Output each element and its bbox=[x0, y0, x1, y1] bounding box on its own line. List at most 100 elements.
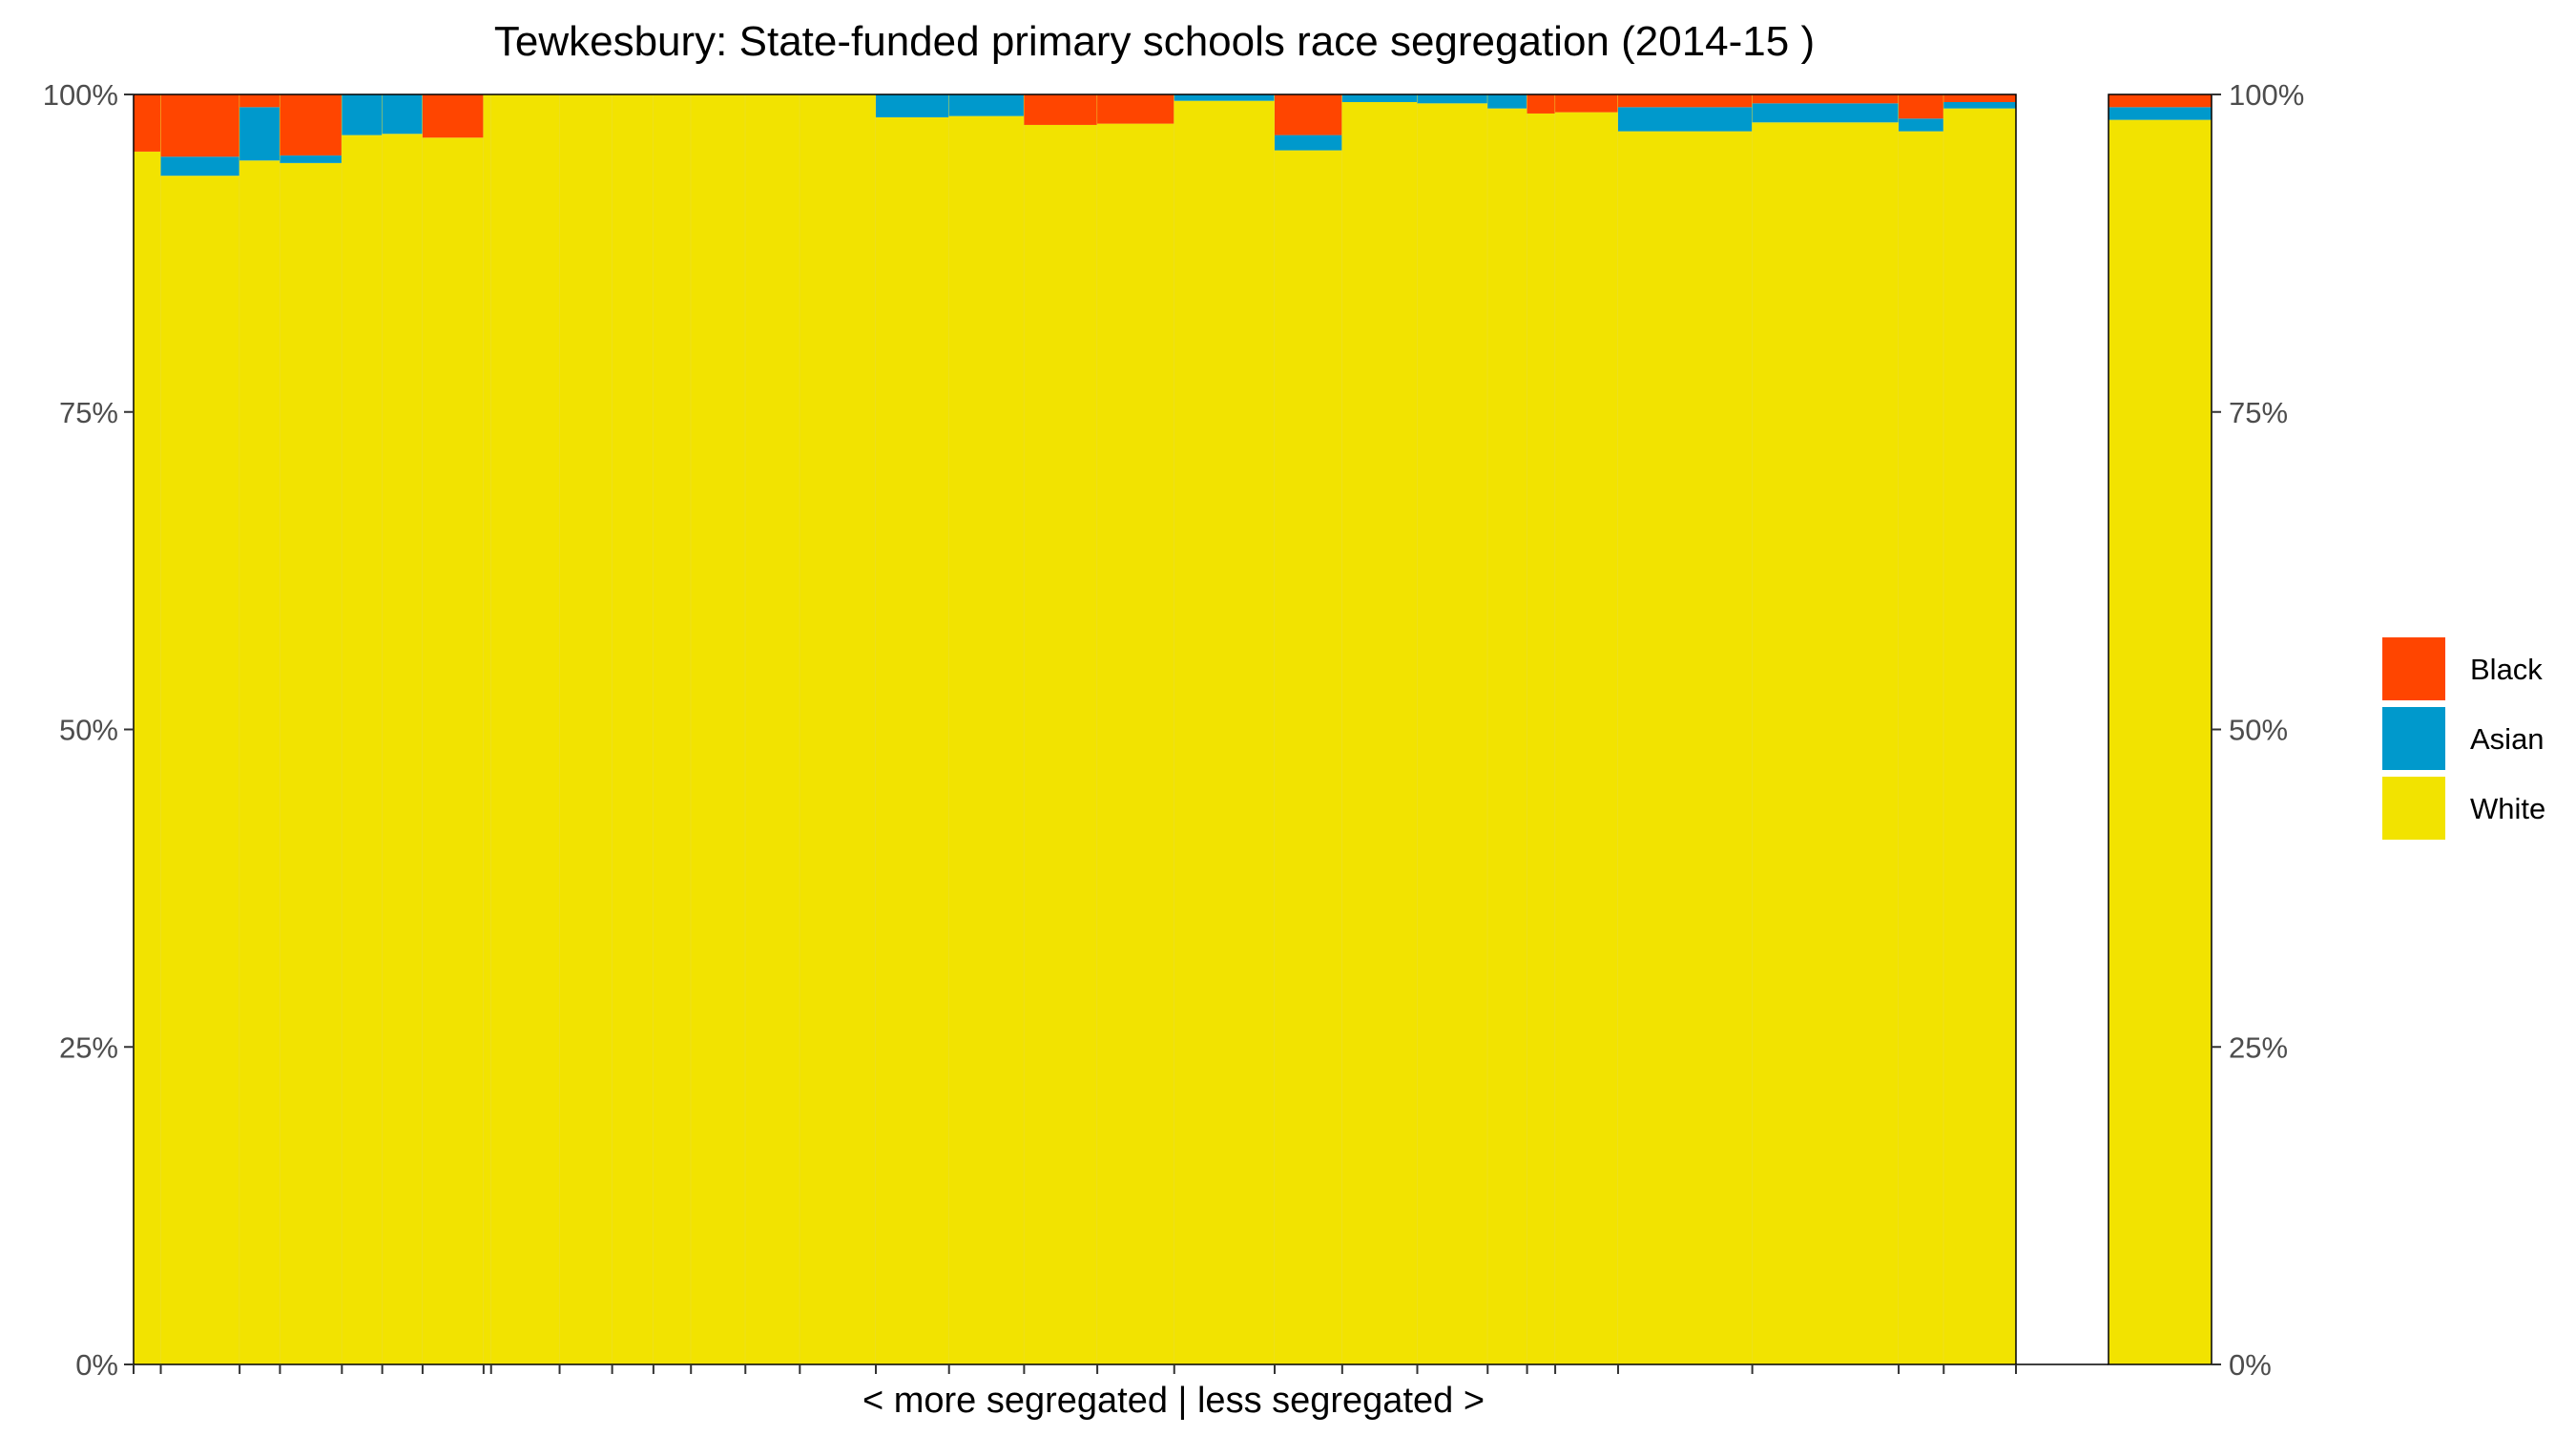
bar-segment-black bbox=[1617, 94, 1753, 108]
school-bar-24 bbox=[1487, 94, 1528, 1365]
y-tick-label-left: 25% bbox=[59, 1030, 118, 1064]
bar-segment-asian bbox=[948, 94, 1025, 116]
chart-title: Tewkesbury: State-funded primary schools… bbox=[494, 18, 1815, 65]
bar-segment-asian bbox=[160, 156, 240, 177]
bar-segment-asian bbox=[280, 155, 343, 163]
bar-segment-white bbox=[134, 151, 161, 1364]
bar-segment-black bbox=[1527, 94, 1556, 114]
bar-segment-white bbox=[280, 162, 343, 1364]
bar-segment-asian bbox=[875, 94, 949, 117]
school-bar-2 bbox=[160, 94, 240, 1365]
y-tick-label-right: 100% bbox=[2229, 78, 2304, 112]
school-bar-10 bbox=[559, 94, 613, 1364]
total-bar bbox=[2109, 94, 2212, 1365]
school-bar-1 bbox=[134, 94, 162, 1364]
legend-label-black: Black bbox=[2470, 653, 2543, 686]
school-bar-8 bbox=[483, 94, 492, 1364]
school-bar-20 bbox=[1174, 94, 1276, 1364]
y-tick-label-left: 50% bbox=[59, 714, 118, 747]
bar-segment-black bbox=[1752, 94, 1900, 104]
bar-segment-white bbox=[653, 94, 692, 1364]
bar-segment-asian bbox=[1943, 101, 2016, 109]
school-bar-29 bbox=[1899, 94, 1944, 1364]
bar-segment-white bbox=[1097, 123, 1174, 1364]
school-bar-30 bbox=[1943, 94, 2017, 1365]
bar-segment-asian bbox=[1617, 107, 1753, 132]
bar-segment-asian bbox=[1752, 103, 1900, 123]
y-tick-label-left: 0% bbox=[75, 1348, 118, 1382]
school-bar-5 bbox=[342, 94, 384, 1364]
school-bar-3 bbox=[239, 94, 280, 1364]
axes: 0% 0% 25% 25% 50% 50% 75% 75% 100% 100% bbox=[43, 78, 2305, 1382]
school-bar-19 bbox=[1097, 94, 1175, 1364]
bar-segment-white bbox=[1943, 108, 2016, 1365]
school-bar-25 bbox=[1527, 94, 1556, 1365]
bar-segment-white bbox=[483, 94, 491, 1364]
school-bar-13 bbox=[691, 94, 746, 1364]
bar-segment-black bbox=[1274, 94, 1342, 135]
bar-segment-black bbox=[160, 94, 240, 157]
bar-segment-black bbox=[280, 94, 343, 156]
school-bar-14 bbox=[745, 94, 800, 1364]
legend-swatch-black bbox=[2382, 637, 2445, 700]
bar-segment-white bbox=[1174, 100, 1275, 1364]
school-bar-23 bbox=[1417, 94, 1488, 1364]
school-bar-28 bbox=[1752, 94, 1900, 1365]
bar-segment-white bbox=[612, 94, 654, 1364]
school-bar-18 bbox=[1024, 94, 1098, 1365]
school-bar-16 bbox=[875, 94, 950, 1364]
bar-segment-white bbox=[1274, 150, 1342, 1365]
legend: Black Asian White bbox=[2382, 637, 2545, 840]
bar-segment-asian bbox=[1417, 94, 1488, 104]
school-bar-4 bbox=[280, 94, 343, 1364]
bar-segment-white bbox=[691, 94, 746, 1364]
bar-segment-asian bbox=[1174, 94, 1275, 101]
y-tick-label-right: 0% bbox=[2229, 1348, 2272, 1382]
school-bar-26 bbox=[1555, 94, 1619, 1364]
bar-segment-white bbox=[2109, 119, 2212, 1365]
school-bar-9 bbox=[490, 94, 561, 1364]
school-bar-11 bbox=[612, 94, 654, 1364]
bar-segment-white bbox=[800, 94, 876, 1364]
school-bar-12 bbox=[653, 94, 692, 1364]
bar-segment-white bbox=[745, 94, 800, 1364]
plot-area bbox=[134, 94, 2212, 1365]
bar-segment-white bbox=[1527, 113, 1556, 1365]
x-axis-label: < more segregated | less segregated > bbox=[862, 1381, 1485, 1421]
bar-segment-asian bbox=[1341, 94, 1418, 102]
bar-segment-white bbox=[382, 134, 423, 1365]
bar-segment-asian bbox=[1487, 94, 1527, 109]
y-tick-label-right: 50% bbox=[2229, 714, 2288, 747]
bar-segment-white bbox=[1555, 112, 1618, 1364]
bar-segment-black bbox=[1024, 94, 1098, 125]
bar-segment-black bbox=[422, 94, 484, 138]
bar-segment-white bbox=[1487, 108, 1527, 1365]
bar-segment-white bbox=[160, 176, 240, 1365]
legend-swatch-asian bbox=[2382, 707, 2445, 770]
bar-segment-white bbox=[1341, 101, 1418, 1365]
bar-segment-asian bbox=[342, 94, 383, 135]
bar-segment-asian bbox=[239, 107, 280, 161]
school-bar-17 bbox=[948, 94, 1025, 1365]
bar-segment-asian bbox=[382, 94, 423, 135]
bar-segment-black bbox=[134, 94, 161, 152]
bar-segment-black bbox=[1097, 94, 1174, 124]
bar-segment-black bbox=[239, 94, 280, 108]
y-tick-label-left: 75% bbox=[59, 396, 118, 429]
school-bar-27 bbox=[1617, 94, 1754, 1364]
bar-segment-white bbox=[490, 94, 560, 1364]
bar-segment-white bbox=[1752, 122, 1900, 1365]
bar-segment-white bbox=[342, 135, 383, 1364]
bar-segment-white bbox=[948, 115, 1025, 1365]
bar-segment-white bbox=[422, 137, 484, 1364]
school-bar-15 bbox=[800, 94, 877, 1364]
bar-segment-white bbox=[1617, 131, 1753, 1364]
bar-segment-asian bbox=[2109, 107, 2212, 120]
bar-segment-asian bbox=[1274, 135, 1342, 151]
school-bar-6 bbox=[382, 94, 424, 1365]
bar-segment-black bbox=[1899, 94, 1944, 119]
bar-segment-black bbox=[2109, 94, 2212, 108]
bar-segment-white bbox=[559, 94, 613, 1364]
